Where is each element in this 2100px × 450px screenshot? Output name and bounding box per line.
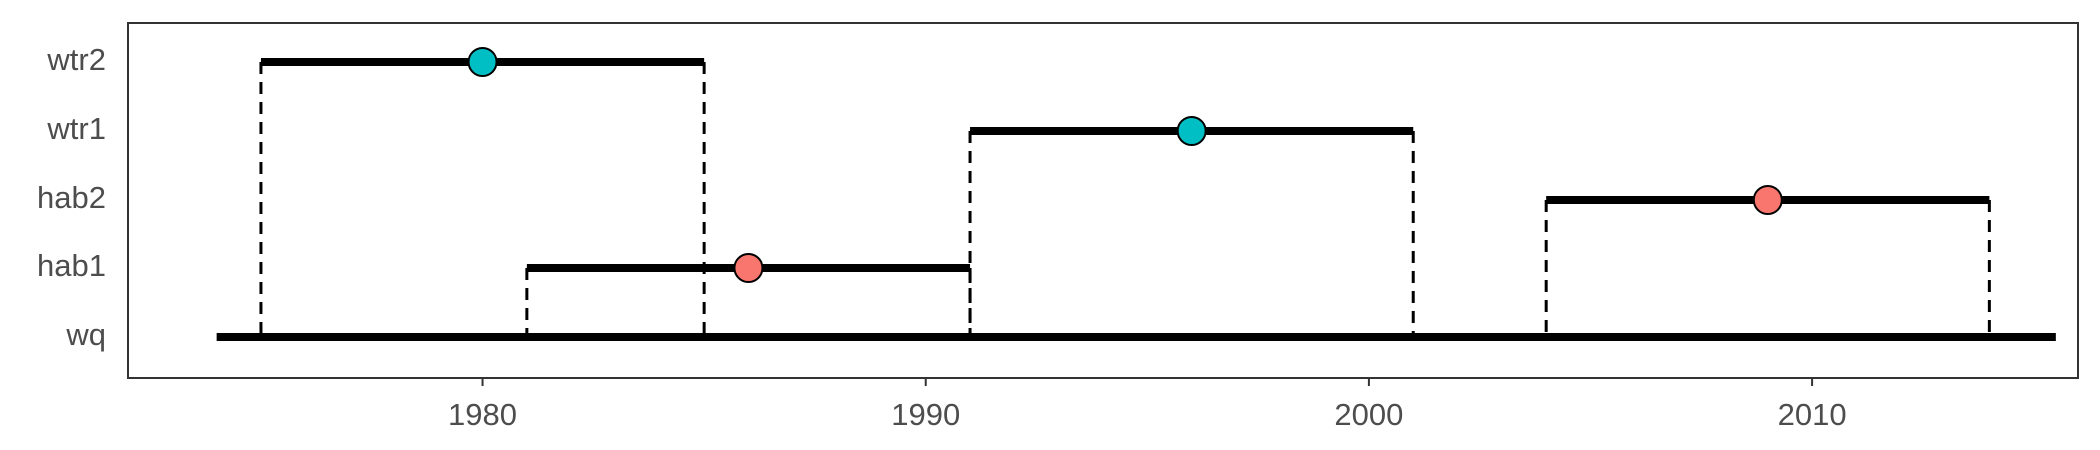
x-axis: 1980 1990 2000 2010 xyxy=(448,378,1847,432)
y-tick-label-hab2: hab2 xyxy=(37,180,106,215)
y-axis: wq hab1 hab2 wtr1 wtr2 xyxy=(37,42,106,352)
x-tick-label-1980: 1980 xyxy=(448,397,517,432)
y-tick-label-wtr2: wtr2 xyxy=(46,42,106,77)
x-tick-label-2010: 2010 xyxy=(1778,397,1847,432)
midpoint-markers xyxy=(467,47,1783,283)
panel-border xyxy=(127,22,2079,379)
connector-lines xyxy=(259,62,1991,337)
y-tick-label-hab1: hab1 xyxy=(37,248,106,283)
x-tick-label-1990: 1990 xyxy=(891,397,960,432)
point-hab1 xyxy=(733,253,764,283)
point-wtr2 xyxy=(467,47,498,77)
y-tick-label-wq: wq xyxy=(65,317,106,352)
point-hab2 xyxy=(1752,185,1783,215)
x-tick-label-2000: 2000 xyxy=(1334,397,1403,432)
y-tick-label-wtr1: wtr1 xyxy=(46,111,106,146)
point-wtr1 xyxy=(1176,116,1207,146)
